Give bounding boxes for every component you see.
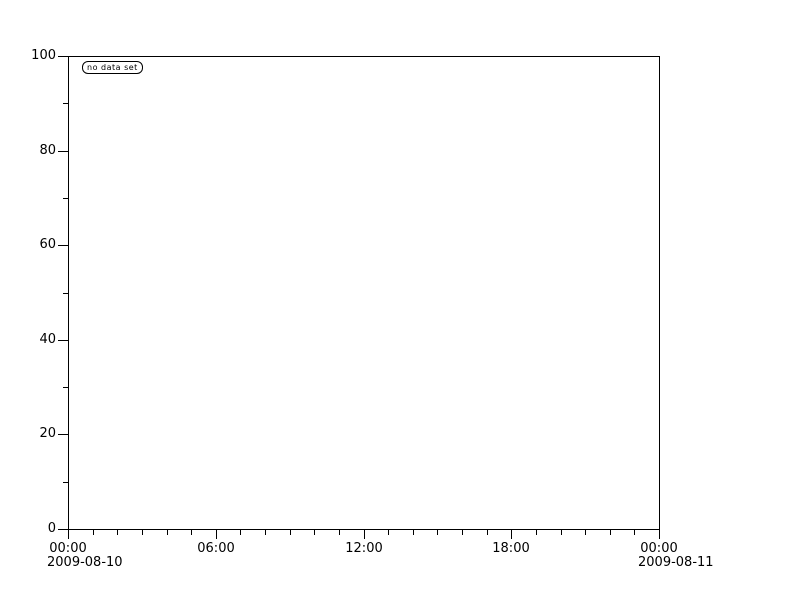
x-minor-tick xyxy=(167,530,168,535)
legend-no-data-box: no data set xyxy=(82,61,143,74)
y-tick-label: 60 xyxy=(39,237,56,252)
legend-no-data-label: no data set xyxy=(87,63,138,72)
x-major-tick xyxy=(511,530,512,539)
x-minor-tick xyxy=(265,530,266,535)
y-tick-label: 20 xyxy=(39,426,56,441)
x-tick-label: 12:00 xyxy=(345,541,383,556)
y-minor-tick xyxy=(63,482,68,483)
x-tick-label: 06:00 xyxy=(197,541,235,556)
y-tick-label: 0 xyxy=(47,521,56,536)
y-minor-tick xyxy=(63,198,68,199)
x-minor-tick xyxy=(610,530,611,535)
x-major-tick xyxy=(68,530,69,539)
plot-area xyxy=(68,56,660,530)
x-minor-tick xyxy=(536,530,537,535)
x-major-tick xyxy=(659,530,660,539)
y-tick-label: 40 xyxy=(39,332,56,347)
y-major-tick xyxy=(58,434,68,435)
x-major-tick xyxy=(364,530,365,539)
x-minor-tick xyxy=(437,530,438,535)
x-minor-tick xyxy=(634,530,635,535)
y-major-tick xyxy=(58,529,68,530)
y-tick-label: 80 xyxy=(39,143,56,158)
x-minor-tick xyxy=(93,530,94,535)
x-tick-label: 18:00 xyxy=(492,541,530,556)
y-minor-tick xyxy=(63,387,68,388)
x-minor-tick xyxy=(339,530,340,535)
y-tick-label: 100 xyxy=(31,48,56,63)
x-minor-tick xyxy=(142,530,143,535)
x-minor-tick xyxy=(240,530,241,535)
x-minor-tick xyxy=(585,530,586,535)
y-major-tick xyxy=(58,56,68,57)
y-major-tick xyxy=(58,340,68,341)
y-minor-tick xyxy=(63,103,68,104)
x-minor-tick xyxy=(117,530,118,535)
x-minor-tick xyxy=(462,530,463,535)
x-major-tick xyxy=(216,530,217,539)
x-minor-tick xyxy=(314,530,315,535)
x-date-label: 2009-08-10 xyxy=(47,555,123,570)
y-major-tick xyxy=(58,151,68,152)
x-date-label: 2009-08-11 xyxy=(638,555,714,570)
y-minor-tick xyxy=(63,293,68,294)
x-tick-label: 00:00 xyxy=(49,541,87,556)
x-minor-tick xyxy=(413,530,414,535)
x-minor-tick xyxy=(388,530,389,535)
x-tick-label: 00:00 xyxy=(640,541,678,556)
y-major-tick xyxy=(58,245,68,246)
x-minor-tick xyxy=(191,530,192,535)
x-minor-tick xyxy=(487,530,488,535)
x-minor-tick xyxy=(290,530,291,535)
x-minor-tick xyxy=(561,530,562,535)
